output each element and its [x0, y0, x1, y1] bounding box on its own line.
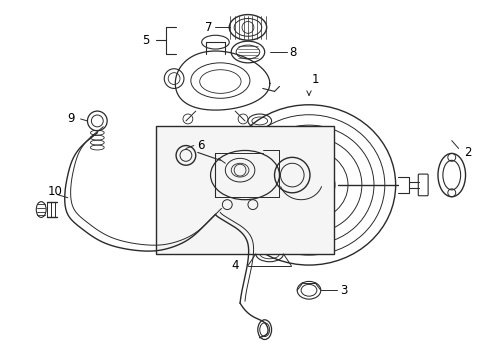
Text: 10: 10	[48, 185, 63, 198]
Text: 2: 2	[465, 146, 472, 159]
Text: 3: 3	[341, 284, 348, 297]
Text: 5: 5	[142, 34, 149, 47]
Text: 7: 7	[205, 21, 213, 34]
Bar	[156, 126, 334, 254]
Text: 6: 6	[197, 139, 204, 152]
Text: 8: 8	[289, 45, 296, 59]
Text: 1: 1	[312, 73, 319, 86]
Text: 4: 4	[231, 259, 239, 272]
Text: 9: 9	[67, 112, 74, 125]
